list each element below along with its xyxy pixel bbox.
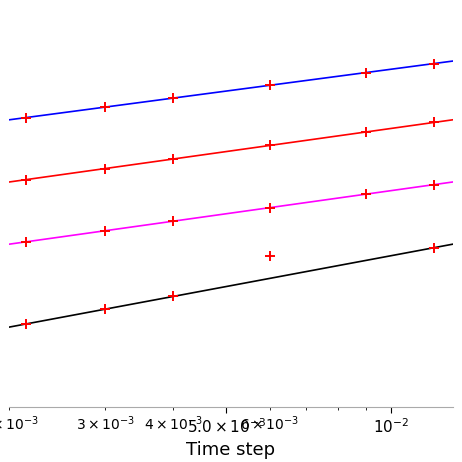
X-axis label: Time step: Time step — [187, 441, 275, 459]
